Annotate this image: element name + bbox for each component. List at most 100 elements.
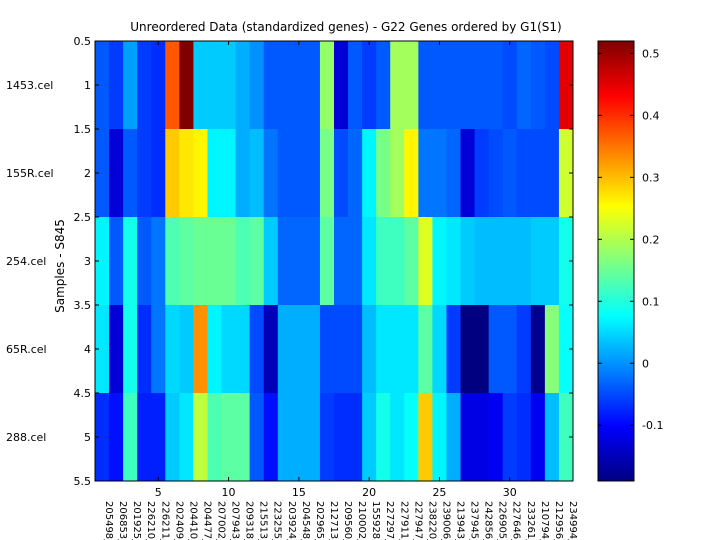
heatmap-cell xyxy=(137,129,152,218)
column-label: 210794_ xyxy=(539,501,550,540)
heatmap-cell xyxy=(291,393,307,482)
heatmap-cell xyxy=(418,129,433,218)
heatmap-cell xyxy=(291,41,307,130)
heatmap-cell xyxy=(249,393,265,482)
heatmap-cell xyxy=(263,129,279,218)
heatmap-cell xyxy=(151,41,166,130)
colorbar-tick-label: 0.5 xyxy=(642,47,660,60)
heatmap-cell xyxy=(460,393,475,482)
heatmap-cell xyxy=(348,41,363,130)
heatmap-cell xyxy=(530,393,546,482)
heatmap-cell xyxy=(165,393,180,482)
heatmap-cell xyxy=(376,217,391,306)
heatmap-cell xyxy=(179,41,194,130)
colorbar-tick-label: 0.2 xyxy=(642,233,660,246)
heatmap-cell xyxy=(348,393,363,482)
column-label: 227911_ xyxy=(398,501,409,540)
column-label: 213943_ xyxy=(455,501,466,540)
row-label: 254.cel xyxy=(6,255,46,268)
heatmap-cell xyxy=(151,217,166,306)
heatmap-cell xyxy=(123,393,138,482)
chart-title: Unreordered Data (standardized genes) - … xyxy=(130,20,561,34)
heatmap-cell xyxy=(362,305,377,394)
heatmap-cell xyxy=(235,217,251,306)
heatmap-cell xyxy=(249,129,265,218)
heatmap-cell xyxy=(165,41,180,130)
y-tick-label: 4 xyxy=(84,343,91,356)
heatmap-cell xyxy=(334,393,349,482)
y-tick-label: 3.5 xyxy=(74,299,92,312)
heatmap-cell xyxy=(179,129,194,218)
heatmap-cell xyxy=(334,41,349,130)
heatmap-cell xyxy=(95,41,110,130)
heatmap-cell xyxy=(193,217,208,306)
heatmap-cell xyxy=(488,217,504,306)
heatmap-cell xyxy=(516,217,532,306)
heatmap-cell xyxy=(376,129,391,218)
y-tick-label: 3 xyxy=(84,255,91,268)
heatmap-cell xyxy=(151,393,166,482)
heatmap-cell xyxy=(418,305,433,394)
column-label: 223255_ xyxy=(272,501,283,540)
heatmap-cell xyxy=(221,129,236,218)
column-label: 238220_ xyxy=(426,501,437,540)
y-tick-label: 1 xyxy=(84,79,91,92)
heatmap-cell xyxy=(446,217,461,306)
heatmap-cell xyxy=(390,393,405,482)
heatmap-cell xyxy=(432,305,447,394)
heatmap-cell xyxy=(488,41,504,130)
heatmap-cell xyxy=(109,393,124,482)
heatmap-cell xyxy=(207,393,222,482)
column-label: 233261_ xyxy=(525,501,536,540)
column-label: 234994_ xyxy=(567,501,578,540)
heatmap-cell xyxy=(235,305,251,394)
colorbar-tick-label: 0 xyxy=(642,357,649,370)
colorbar-scale xyxy=(597,40,635,482)
y-tick-label: 4.5 xyxy=(74,387,92,400)
heatmap-cell xyxy=(474,217,490,306)
heatmap-cell xyxy=(460,129,475,218)
column-label: 227947_ xyxy=(412,501,423,540)
heatmap-plot xyxy=(94,40,574,482)
heatmap-cell xyxy=(376,41,391,130)
heatmap-cell xyxy=(362,41,377,130)
heatmap-cell xyxy=(291,305,307,394)
y-axis-label: Samples - S845 xyxy=(53,219,67,313)
heatmap-cell xyxy=(291,129,307,218)
heatmap-cell xyxy=(137,41,152,130)
heatmap-cell xyxy=(418,393,433,482)
heatmap-cell xyxy=(530,217,546,306)
column-label: 205498_ xyxy=(103,501,114,540)
heatmap-cell xyxy=(362,129,377,218)
heatmap-cell xyxy=(109,129,124,218)
heatmap-cell xyxy=(193,393,208,482)
column-label: 207002_ xyxy=(216,501,227,540)
column-label: 204477_ xyxy=(201,501,212,540)
heatmap-cell xyxy=(558,129,574,218)
heatmap-cell xyxy=(488,393,504,482)
heatmap-cell xyxy=(263,217,279,306)
heatmap-cell xyxy=(544,217,560,306)
heatmap-cell xyxy=(151,305,166,394)
heatmap-cell xyxy=(474,393,490,482)
heatmap-cell xyxy=(348,129,363,218)
heatmap-cell xyxy=(376,393,391,482)
heatmap-cell xyxy=(544,305,560,394)
heatmap-cell xyxy=(516,305,532,394)
column-label: 207943_ xyxy=(230,501,241,540)
heatmap-cell xyxy=(277,305,293,394)
y-axis: 0.5 1 1.5 2 2.5 3 3.5 4 4.5 5 5.5 xyxy=(74,35,573,488)
heatmap-cell xyxy=(348,305,363,394)
heatmap-cell xyxy=(446,393,461,482)
heatmap-cell xyxy=(446,305,461,394)
heatmap-cell xyxy=(390,217,405,306)
column-label: 204410_ xyxy=(187,501,198,540)
heatmap-cell xyxy=(334,305,349,394)
heatmap-cell xyxy=(165,217,180,306)
heatmap-cell xyxy=(221,393,236,482)
x-tick-label: 5 xyxy=(155,486,162,499)
heatmap-cell xyxy=(530,41,546,130)
heatmap-cell xyxy=(165,129,180,218)
column-label: 227646_ xyxy=(511,501,522,540)
